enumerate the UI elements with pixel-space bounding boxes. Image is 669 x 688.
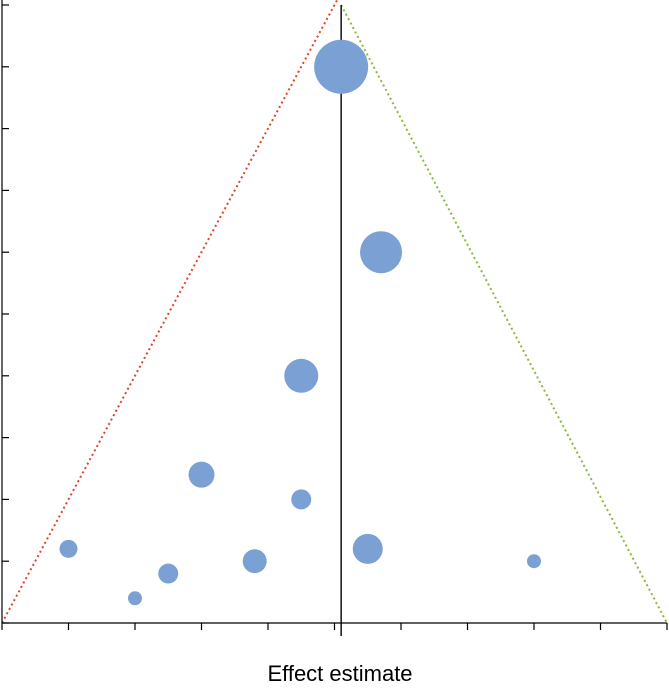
point — [158, 563, 179, 584]
point — [360, 231, 403, 274]
point — [352, 533, 383, 564]
point — [128, 591, 142, 606]
point — [527, 554, 541, 569]
x-axis-label: Effect estimate — [267, 661, 412, 686]
funnel-left — [1, 0, 339, 624]
point — [284, 358, 319, 393]
point — [59, 539, 78, 558]
funnel-right — [340, 4, 668, 624]
point — [242, 549, 267, 574]
point — [314, 39, 369, 94]
point — [188, 461, 215, 488]
point — [291, 489, 312, 510]
